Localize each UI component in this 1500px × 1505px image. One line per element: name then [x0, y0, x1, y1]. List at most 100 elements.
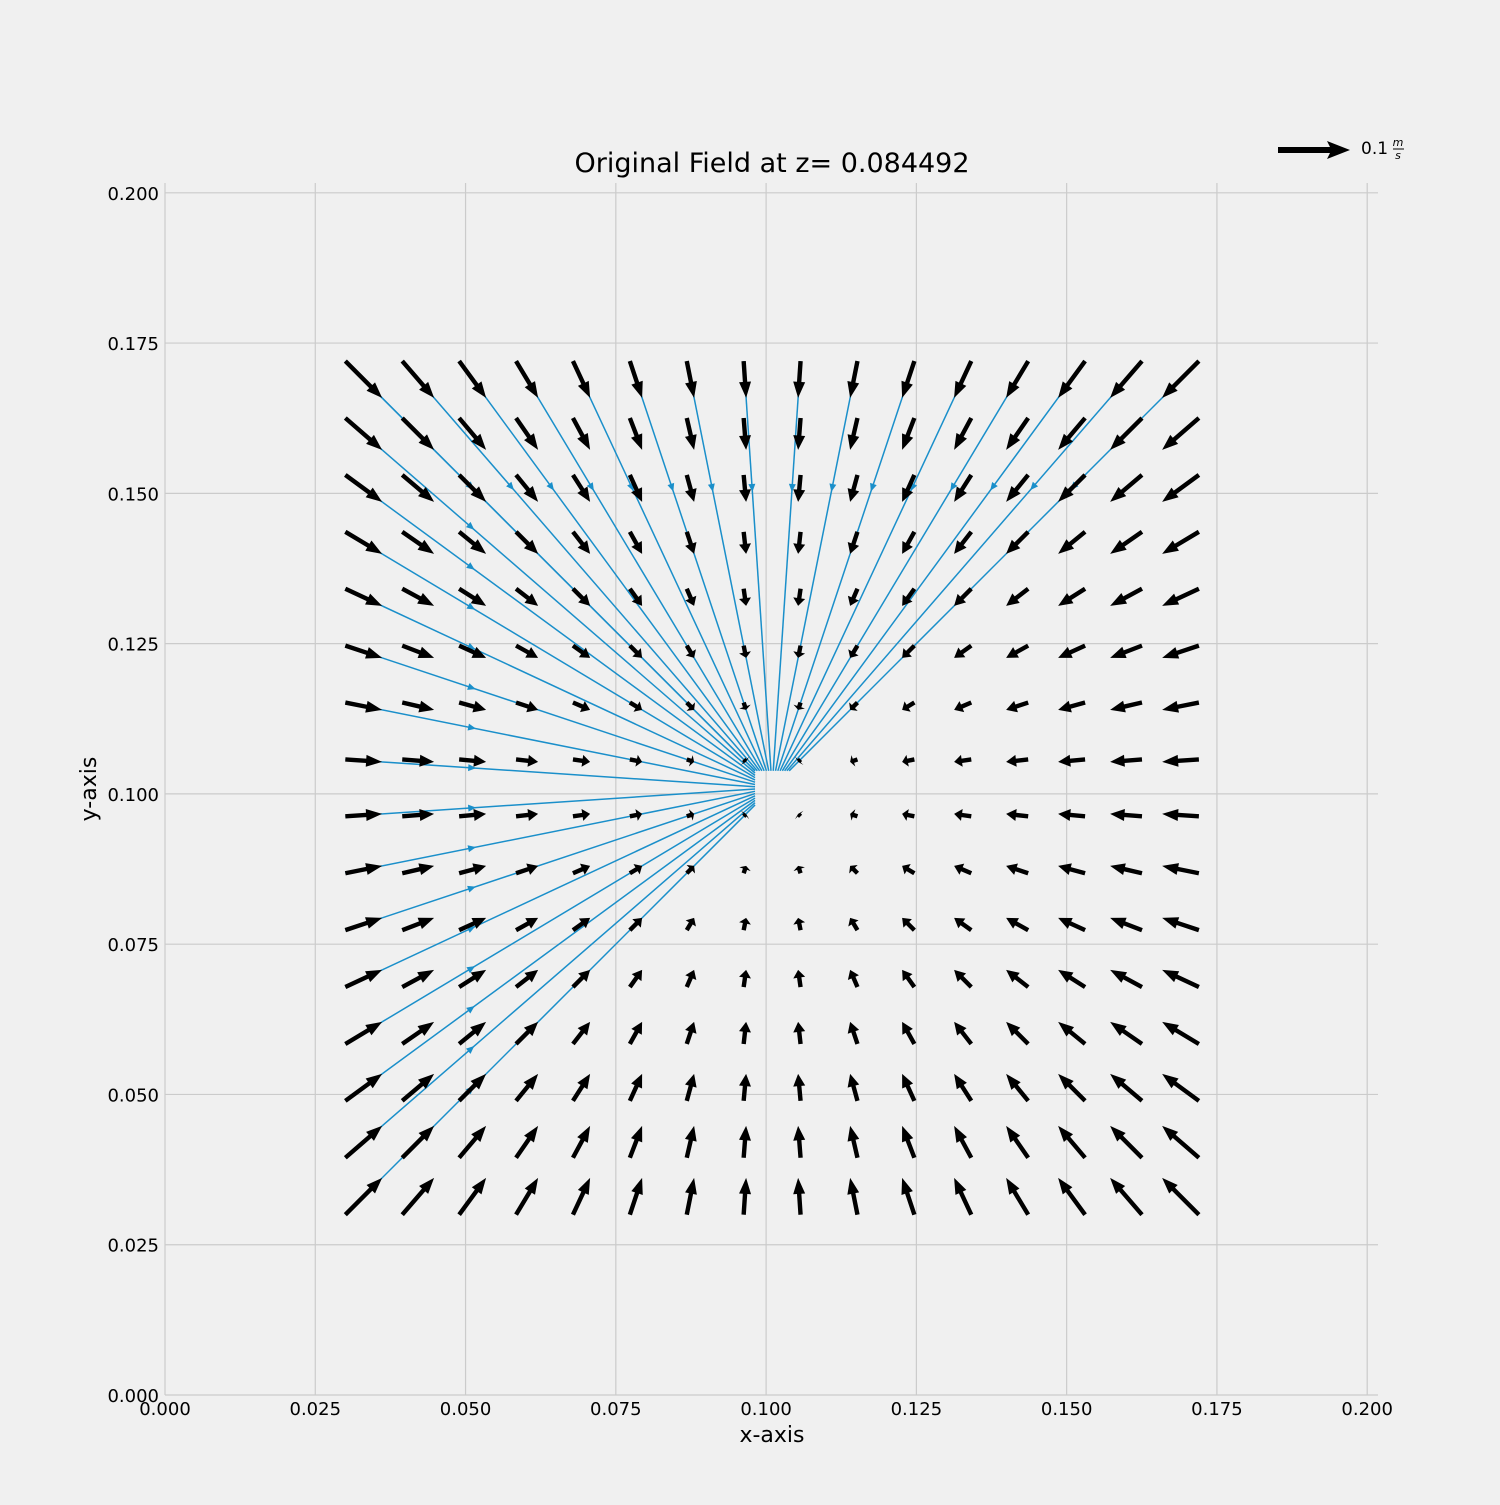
quiver-arrow [628, 864, 643, 876]
quiver-arrow [343, 359, 383, 398]
quiver-arrow [1058, 586, 1087, 606]
streamline [458, 360, 761, 772]
quiver-arrow [628, 969, 643, 989]
quiver-arrow [954, 1177, 974, 1216]
quiver-arrow [571, 1021, 591, 1046]
quiver-arrow [1006, 530, 1030, 554]
quiver-key: 0.1 m s [1278, 136, 1404, 162]
streamline-arrowhead [748, 483, 756, 493]
quiver-arrow [954, 700, 973, 713]
quiver-arrow [571, 917, 591, 932]
quiver-key-unit-denominator: s [1395, 149, 1401, 162]
quiver-arrow [954, 969, 973, 989]
streamline [345, 788, 756, 818]
quiver-arrow [739, 360, 752, 398]
quiver-arrow [457, 473, 487, 502]
x-tick-label: 0.050 [440, 1399, 492, 1420]
quiver-arrow [1058, 643, 1086, 658]
quiver-arrow [954, 1125, 974, 1159]
streamline [345, 758, 756, 788]
streamline-arrowhead [467, 723, 477, 731]
quiver-arrow [400, 1073, 435, 1103]
quiver-arrow [400, 416, 435, 450]
quiver-arrow [847, 1125, 860, 1159]
quiver-arrow [457, 1177, 487, 1216]
grid [164, 183, 1378, 1396]
streamline-arrowhead [467, 683, 476, 690]
streamline [786, 360, 1143, 772]
quiver-arrow [1058, 1125, 1087, 1160]
y-tick-label: 0.125 [107, 635, 159, 656]
quiver-arrow [739, 917, 751, 931]
streamline [344, 474, 756, 776]
quiver-arrow [1162, 529, 1201, 554]
quiver-arrow [515, 863, 539, 876]
quiver-arrow [402, 809, 435, 821]
streamline [344, 802, 756, 1159]
quiver-arrow [458, 754, 487, 767]
quiver-arrow [793, 917, 806, 931]
quiver-arrow [793, 588, 806, 606]
quiver-key-arrow [1278, 141, 1350, 159]
quiver-arrow [1162, 416, 1201, 450]
quiver-arrow [1110, 473, 1144, 502]
quiver-arrow [902, 474, 917, 502]
y-tick-label: 0.075 [107, 935, 159, 956]
quiver-arrow [1006, 1177, 1031, 1216]
quiver-arrow [847, 417, 860, 450]
quiver-arrow [793, 865, 805, 874]
quiver-arrow [793, 1073, 806, 1102]
quiver-arrow [572, 700, 591, 713]
quiver-arrow [847, 531, 860, 554]
quiver-arrow [629, 809, 643, 821]
quiver-arrow [954, 473, 974, 502]
quiver-arrow [847, 587, 860, 606]
streamline [344, 799, 756, 1102]
quiver-arrow [684, 531, 697, 554]
quiver-arrow [457, 416, 487, 450]
streamline-arrowhead [829, 483, 837, 492]
quiver-arrow [1110, 1021, 1144, 1046]
quiver-arrow [1162, 1177, 1201, 1217]
quiver-arrow [400, 359, 435, 398]
quiver-arrow [1162, 754, 1200, 767]
y-tick-label: 0.025 [107, 1236, 159, 1257]
quiver-arrow [793, 417, 806, 450]
streamline [686, 360, 770, 771]
quiver-arrow [739, 474, 751, 502]
quiver-arrow [627, 1177, 643, 1216]
quiver-arrow [1006, 969, 1030, 989]
quiver-arrow [1058, 700, 1086, 713]
quiver-arrow [627, 1021, 643, 1046]
quiver-arrow [739, 1073, 751, 1102]
quiver-arrow [514, 473, 539, 502]
quiver-arrow [684, 917, 696, 932]
quiver-arrows [343, 359, 1201, 1217]
quiver-arrow [457, 1021, 487, 1046]
quiver-key-value: 0.1 [1361, 139, 1388, 159]
quiver-arrow [343, 1125, 383, 1160]
quiver-arrow [739, 1125, 751, 1158]
quiver-arrow [1162, 359, 1201, 398]
quiver-arrow [1162, 917, 1200, 933]
streamline [781, 360, 1029, 772]
quiver-arrow [954, 917, 973, 932]
quiver-arrow [1110, 969, 1144, 989]
quiver-arrow [739, 701, 751, 710]
quiver-arrow [1110, 416, 1144, 450]
quiver-arrow [401, 917, 435, 933]
quiver-arrow [684, 417, 697, 450]
quiver-arrow [902, 969, 917, 989]
quiver-arrow [458, 863, 487, 876]
quiver-arrow [1006, 863, 1029, 876]
quiver-arrow [571, 1073, 591, 1103]
x-axis-label: x-axis [739, 1423, 804, 1448]
quiver-arrow [902, 1073, 917, 1102]
quiver-arrow [515, 754, 539, 767]
quiver-arrow [1162, 700, 1200, 713]
quiver-arrow [793, 1125, 806, 1158]
x-tick-label: 0.025 [290, 1399, 342, 1420]
quiver-arrow [628, 587, 643, 606]
quiver-arrow [1058, 530, 1087, 554]
